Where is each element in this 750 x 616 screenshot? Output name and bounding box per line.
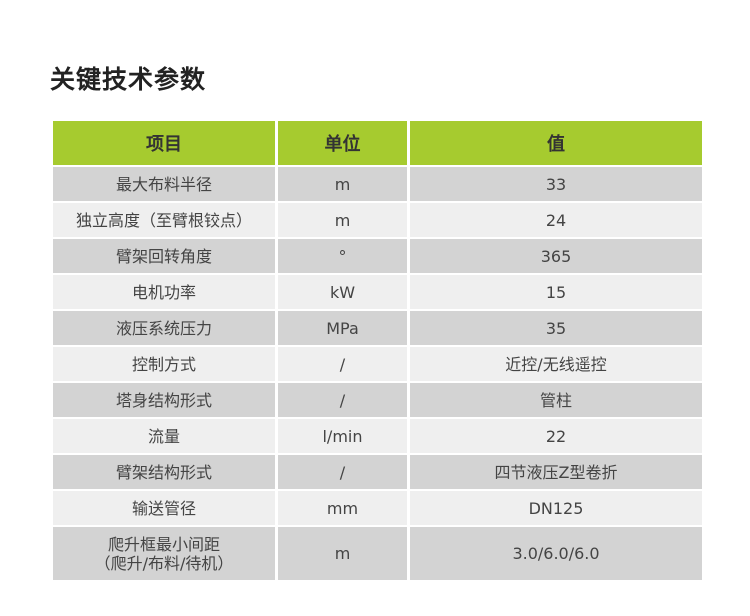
cell-unit: ° xyxy=(278,239,407,273)
cell-value: 365 xyxy=(410,239,702,273)
cell-unit: / xyxy=(278,455,407,489)
cell-unit: m xyxy=(278,527,407,580)
cell-item: 独立高度（至臂根铰点） xyxy=(53,203,275,237)
cell-unit: / xyxy=(278,383,407,417)
header-value: 值 xyxy=(410,121,702,165)
table-row: 臂架回转角度 ° 365 xyxy=(53,239,702,273)
cell-value: 四节液压Z型卷折 xyxy=(410,455,702,489)
cell-value: 33 xyxy=(410,167,702,201)
table-row: 流量 l/min 22 xyxy=(53,419,702,453)
table-row: 塔身结构形式 / 管柱 xyxy=(53,383,702,417)
cell-value: 35 xyxy=(410,311,702,345)
cell-unit: m xyxy=(278,203,407,237)
cell-unit: MPa xyxy=(278,311,407,345)
header-unit: 单位 xyxy=(278,121,407,165)
parameters-table: 项目 单位 值 最大布料半径 m 33 独立高度（至臂根铰点） m 24 臂架回转角度 ° 36… xyxy=(50,119,705,582)
cell-item: 流量 xyxy=(53,419,275,453)
cell-value: 管柱 xyxy=(410,383,702,417)
cell-value: DN125 xyxy=(410,491,702,525)
cell-item: 控制方式 xyxy=(53,347,275,381)
page-title: 关键技术参数 xyxy=(50,65,207,94)
cell-item: 塔身结构形式 xyxy=(53,383,275,417)
header-item: 项目 xyxy=(53,121,275,165)
cell-value: 近控/无线遥控 xyxy=(410,347,702,381)
cell-item: 输送管径 xyxy=(53,491,275,525)
cell-value: 22 xyxy=(410,419,702,453)
table-row: 液压系统压力 MPa 35 xyxy=(53,311,702,345)
cell-unit: m xyxy=(278,167,407,201)
cell-item: 臂架回转角度 xyxy=(53,239,275,273)
table-row: 爬升框最小间距 （爬升/布料/待机） m 3.0/6.0/6.0 xyxy=(53,527,702,580)
cell-value: 15 xyxy=(410,275,702,309)
cell-item: 液压系统压力 xyxy=(53,311,275,345)
cell-item: 臂架结构形式 xyxy=(53,455,275,489)
table-row: 输送管径 mm DN125 xyxy=(53,491,702,525)
cell-item: 最大布料半径 xyxy=(53,167,275,201)
table-header-row: 项目 单位 值 xyxy=(53,121,702,165)
cell-item: 爬升框最小间距 （爬升/布料/待机） xyxy=(53,527,275,580)
table-row: 独立高度（至臂根铰点） m 24 xyxy=(53,203,702,237)
cell-item: 电机功率 xyxy=(53,275,275,309)
table-row: 臂架结构形式 / 四节液压Z型卷折 xyxy=(53,455,702,489)
cell-unit: / xyxy=(278,347,407,381)
cell-unit: mm xyxy=(278,491,407,525)
table-row: 最大布料半径 m 33 xyxy=(53,167,702,201)
table-row: 电机功率 kW 15 xyxy=(53,275,702,309)
cell-unit: l/min xyxy=(278,419,407,453)
table-row: 控制方式 / 近控/无线遥控 xyxy=(53,347,702,381)
cell-unit: kW xyxy=(278,275,407,309)
cell-value: 24 xyxy=(410,203,702,237)
cell-value: 3.0/6.0/6.0 xyxy=(410,527,702,580)
